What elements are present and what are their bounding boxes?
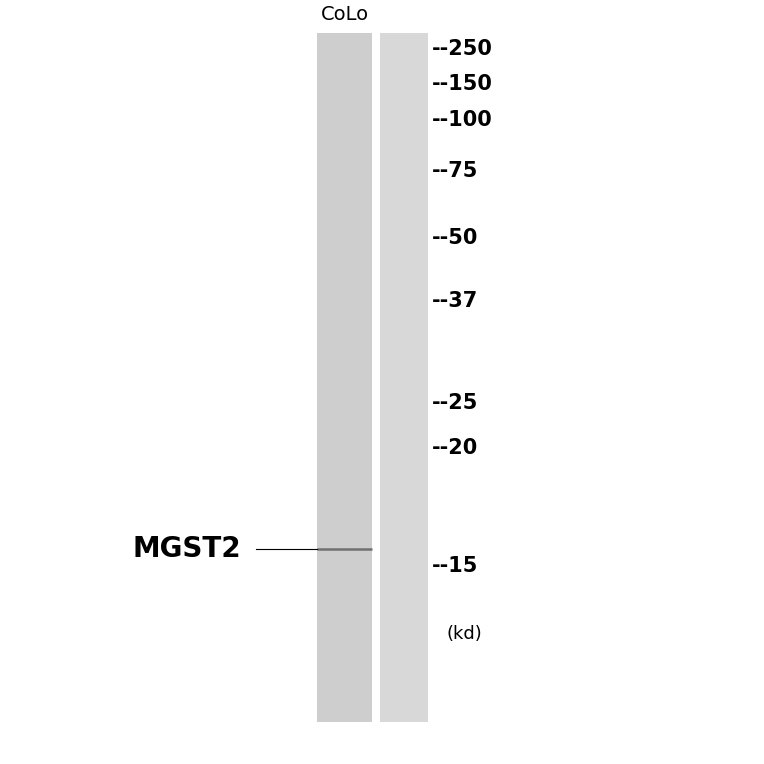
Text: --50: --50 <box>432 228 478 248</box>
Text: --37: --37 <box>432 291 478 311</box>
Bar <box>317 34 372 722</box>
Text: --15: --15 <box>432 555 478 576</box>
Text: MGST2: MGST2 <box>133 535 241 563</box>
Text: --25: --25 <box>432 393 478 413</box>
Text: (kd): (kd) <box>447 626 483 643</box>
Text: --75: --75 <box>432 160 478 180</box>
Text: --100: --100 <box>432 109 493 130</box>
Text: --150: --150 <box>432 73 493 94</box>
Text: --250: --250 <box>432 39 493 59</box>
Bar <box>380 34 428 722</box>
Text: CoLo: CoLo <box>322 5 369 24</box>
Text: --20: --20 <box>432 438 478 458</box>
